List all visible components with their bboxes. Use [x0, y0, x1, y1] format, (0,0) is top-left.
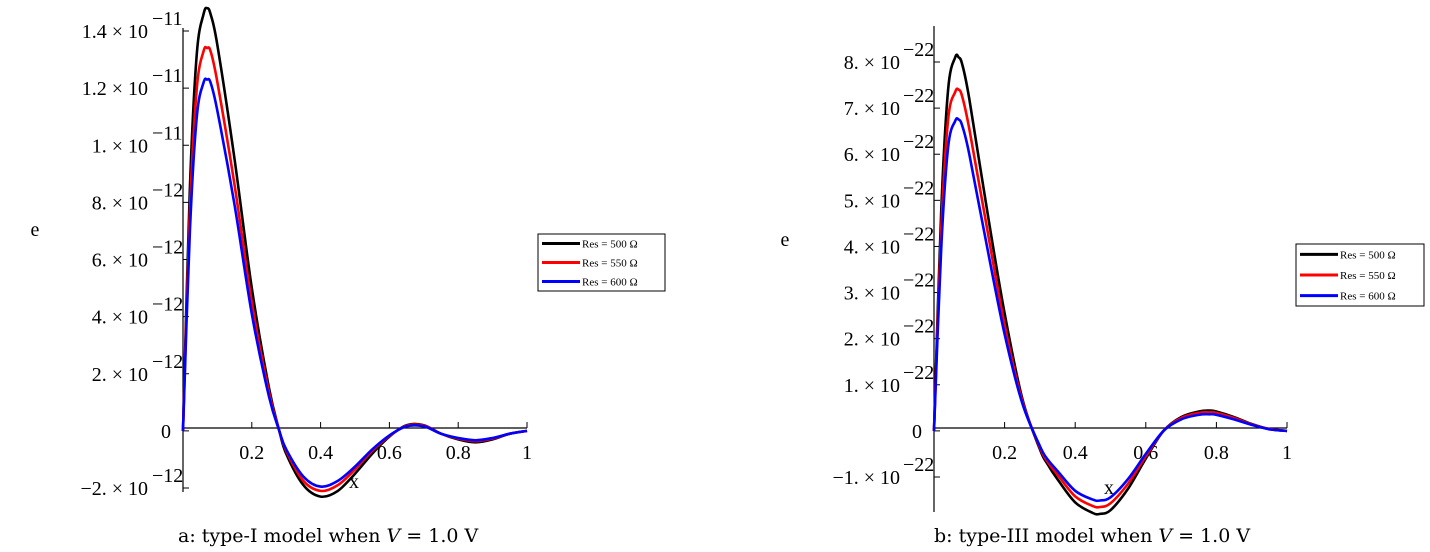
y-axis-label: e: [781, 229, 790, 251]
x-axis-label: x: [1104, 477, 1114, 499]
y-tick-label: −2. × 10: [80, 478, 148, 500]
y-tick-exponent: −11: [152, 122, 183, 144]
x-tick-label: 0.4: [308, 442, 333, 464]
y-tick-label: 2. × 10: [844, 329, 900, 351]
y-tick-exponent: −22: [903, 131, 934, 153]
y-tick-label: 1.2 × 10: [82, 78, 148, 100]
y-tick-exponent: −12: [152, 351, 183, 373]
y-tick-exponent: −22: [903, 270, 934, 292]
y-tick-label: 2. × 10: [92, 364, 148, 386]
legend-label: Res = 500 Ω: [582, 239, 638, 251]
x-tick-label: 0.8: [1204, 442, 1229, 464]
y-tick-label: 7. × 10: [844, 98, 900, 120]
series-line: [181, 77, 528, 488]
legend-label: Res = 550 Ω: [582, 258, 638, 270]
y-tick-exponent: −12: [152, 179, 183, 201]
y-tick-label: 4. × 10: [844, 236, 900, 258]
y-tick-label: 3. × 10: [844, 283, 900, 305]
y-tick-label: 5. × 10: [844, 190, 900, 212]
y-tick-exponent: −12: [152, 465, 183, 487]
y-tick-label: 1.4 × 10: [82, 21, 148, 43]
y-tick-exponent: −22: [903, 223, 934, 245]
x-tick-label: 0.2: [239, 442, 264, 464]
legend-label: Res = 550 Ω: [1340, 270, 1396, 282]
y-tick-exponent: −22: [903, 177, 934, 199]
y-tick-label: 8. × 10: [92, 192, 148, 214]
chart-a: 1.4 × 10−111.2 × 10−111. × 10−118. × 10−…: [31, 6, 666, 547]
y-tick-exponent: −12: [152, 294, 183, 316]
y-tick-exponent: −22: [903, 454, 934, 476]
x-axis-label: x: [349, 471, 359, 493]
y-tick-label: 0: [912, 421, 922, 443]
x-tick-label: 0.4: [1063, 442, 1088, 464]
series-line: [932, 117, 1288, 503]
series-line: [181, 45, 528, 493]
x-tick-label: 0.6: [377, 442, 402, 464]
legend-label: Res = 600 Ω: [1340, 291, 1396, 303]
x-tick-label: 0.2: [992, 442, 1017, 464]
y-tick-label: 6. × 10: [92, 250, 148, 272]
legend: Res = 500 Ω Res = 550 Ω Res = 600 Ω: [537, 233, 666, 292]
series-line: [181, 6, 528, 499]
y-tick-label: 1. × 10: [92, 135, 148, 157]
y-tick-exponent: −22: [903, 39, 934, 61]
y-tick-label: 8. × 10: [844, 52, 900, 74]
y-tick-exponent: −22: [903, 362, 934, 384]
series-line: [932, 87, 1288, 509]
legend: Res = 500 Ω Res = 550 Ω Res = 600 Ω: [1295, 243, 1425, 307]
y-tick-label: 4. × 10: [92, 307, 148, 329]
y-tick-label: 6. × 10: [844, 144, 900, 166]
y-tick-exponent: −22: [903, 85, 934, 107]
y-axis-label: e: [31, 219, 40, 241]
x-tick-label: 1: [1282, 442, 1292, 464]
y-tick-exponent: −22: [903, 316, 934, 338]
y-tick-label: 0: [161, 421, 171, 443]
chart-b: 8. × 10−227. × 10−226. × 10−225. × 10−22…: [781, 26, 1425, 547]
y-tick-exponent: −11: [152, 8, 183, 30]
x-tick-label: 1: [522, 442, 532, 464]
y-tick-label: 1. × 10: [844, 375, 900, 397]
series-line: [932, 53, 1288, 516]
y-tick-exponent: −11: [152, 65, 183, 87]
figure-caption: b: type-III model when V = 1.0 V: [934, 525, 1250, 547]
y-tick-exponent: −12: [152, 237, 183, 259]
x-tick-label: 0.8: [446, 442, 471, 464]
y-tick-label: −1. × 10: [832, 467, 900, 489]
legend-label: Res = 600 Ω: [582, 277, 638, 289]
legend-label: Res = 500 Ω: [1340, 249, 1396, 261]
figure-caption: a: type-I model when V = 1.0 V: [178, 525, 479, 547]
